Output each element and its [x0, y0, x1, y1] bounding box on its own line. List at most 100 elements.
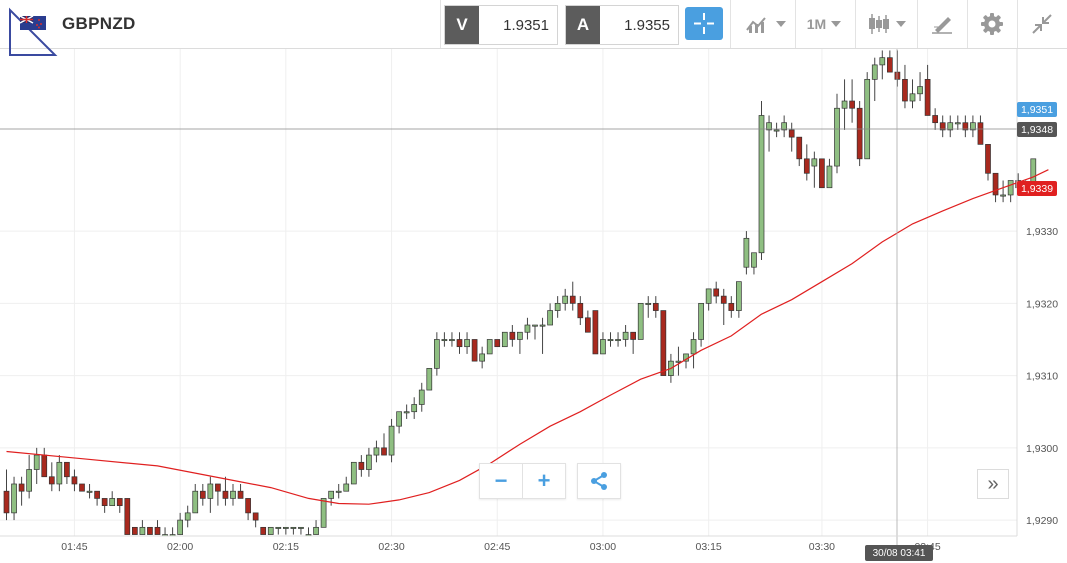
- candle-body: [592, 310, 599, 355]
- collapse-icon: [1032, 14, 1052, 34]
- candle: [630, 331, 637, 354]
- candle: [426, 368, 433, 391]
- candle-body: [479, 353, 485, 362]
- candle: [547, 303, 553, 326]
- candle-body: [720, 295, 727, 304]
- time-tick-label: 03:30: [809, 541, 835, 553]
- candle: [479, 346, 485, 369]
- candle: [411, 397, 418, 419]
- share-icon: [591, 472, 607, 490]
- candle-body: [562, 295, 569, 304]
- time-tick-label: 02:15: [273, 541, 299, 553]
- candle-body: [879, 57, 886, 66]
- candle: [456, 332, 463, 354]
- chart-type-line-button[interactable]: [740, 6, 790, 42]
- candle-body: [124, 498, 131, 535]
- candle: [886, 50, 893, 73]
- candlestick-chart[interactable]: 1,9290 1,9300 1,9310 1,9320 1,9330 01:45 02:0…: [0, 49, 1067, 563]
- candle: [441, 332, 448, 347]
- candlestick-icon: [868, 14, 889, 34]
- candle-body: [705, 288, 712, 304]
- candle: [803, 144, 810, 181]
- candle: [328, 490, 334, 506]
- candle: [985, 144, 991, 181]
- candle: [192, 483, 199, 514]
- candle: [524, 317, 531, 340]
- candle-body: [607, 339, 614, 342]
- candle: [532, 324, 538, 340]
- candle-body: [743, 237, 750, 268]
- candle-body: [192, 490, 199, 514]
- candle: [154, 520, 161, 535]
- candle-body: [796, 136, 803, 160]
- time-tick-label: 02:30: [378, 541, 404, 553]
- candle: [343, 476, 350, 492]
- candle-body: [283, 526, 289, 529]
- candle-body: [970, 122, 976, 131]
- candle-body: [841, 100, 848, 109]
- candle: [841, 79, 848, 130]
- candle-body: [826, 165, 833, 189]
- candle: [962, 115, 969, 138]
- share-button[interactable]: [578, 464, 620, 498]
- candle-body: [456, 339, 463, 348]
- candle-body: [652, 302, 659, 311]
- crosshair-button[interactable]: [685, 7, 723, 40]
- candle: [350, 461, 357, 485]
- ask-price-tag: 1,9351: [1017, 102, 1057, 117]
- candle-body: [517, 331, 523, 340]
- scroll-to-latest-button[interactable]: »: [977, 469, 1009, 499]
- buy-price-box[interactable]: A 1.9355: [565, 5, 679, 45]
- settings-button[interactable]: [975, 6, 1009, 42]
- candle: [713, 281, 720, 304]
- candle: [637, 302, 644, 340]
- candle-body: [751, 252, 757, 268]
- zoom-in-button[interactable]: +: [537, 468, 551, 493]
- candle-body: [328, 490, 334, 499]
- drawing-tools-button[interactable]: [925, 6, 959, 42]
- candle: [116, 498, 123, 513]
- candle-body: [977, 122, 984, 145]
- candle: [222, 476, 229, 506]
- candle-body: [902, 78, 908, 102]
- time-tick-label: 02:00: [167, 541, 193, 553]
- toolbar-divider: [855, 0, 856, 48]
- candle: [162, 527, 168, 537]
- candle-body: [184, 512, 191, 521]
- sell-price-box[interactable]: V 1.9351: [444, 5, 558, 45]
- candle: [124, 498, 131, 535]
- toolbar-divider: [440, 0, 441, 48]
- candle-body: [834, 107, 840, 167]
- candle: [132, 526, 138, 535]
- chevron-down-icon: [775, 21, 786, 27]
- candle: [267, 526, 274, 535]
- candle-body: [690, 339, 697, 355]
- candle-body: [86, 490, 93, 493]
- candle-body: [275, 526, 282, 529]
- timeframe-selector[interactable]: 1M: [803, 6, 845, 42]
- candlestick-type-button[interactable]: [862, 6, 910, 42]
- candle-body: [569, 295, 576, 304]
- candle-body: [418, 389, 425, 405]
- candle-body: [396, 411, 402, 427]
- candle: [494, 339, 501, 348]
- candle-body: [630, 331, 637, 340]
- candle: [298, 526, 304, 535]
- collapse-button[interactable]: [1025, 6, 1059, 42]
- time-tick-label: 03:15: [696, 541, 722, 553]
- candle: [11, 476, 17, 521]
- price-tick-label: 1,9310: [1026, 371, 1058, 383]
- candle: [169, 527, 176, 537]
- candle-body: [781, 122, 788, 131]
- candle-body: [260, 526, 267, 535]
- candle-body: [434, 339, 440, 369]
- candle: [64, 461, 70, 484]
- sell-price: 1.9351: [503, 16, 549, 34]
- chevron-down-icon: [831, 21, 842, 27]
- candle-body: [411, 404, 418, 413]
- instrument-symbol[interactable]: GBPNZD: [62, 14, 136, 33]
- candle-body: [426, 368, 433, 391]
- candle-body: [811, 158, 818, 167]
- zoom-out-button[interactable]: −: [480, 464, 523, 498]
- candle-body: [577, 302, 584, 319]
